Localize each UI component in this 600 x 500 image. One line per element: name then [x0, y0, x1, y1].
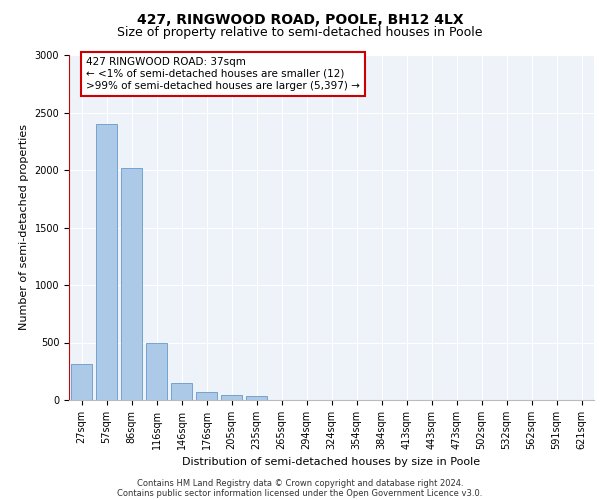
Bar	[96, 124, 117, 400]
Text: 427 RINGWOOD ROAD: 37sqm
← <1% of semi-detached houses are smaller (12)
>99% of : 427 RINGWOOD ROAD: 37sqm ← <1% of semi-d…	[86, 58, 360, 90]
X-axis label: Distribution of semi-detached houses by size in Poole: Distribution of semi-detached houses by …	[182, 458, 481, 468]
Text: 427, RINGWOOD ROAD, POOLE, BH12 4LX: 427, RINGWOOD ROAD, POOLE, BH12 4LX	[137, 12, 463, 26]
Text: Size of property relative to semi-detached houses in Poole: Size of property relative to semi-detach…	[117, 26, 483, 39]
Bar	[171, 384, 192, 400]
Bar	[221, 395, 242, 400]
Bar	[246, 396, 267, 400]
Text: Contains HM Land Registry data © Crown copyright and database right 2024.: Contains HM Land Registry data © Crown c…	[137, 478, 463, 488]
Text: Contains public sector information licensed under the Open Government Licence v3: Contains public sector information licen…	[118, 488, 482, 498]
Bar	[146, 343, 167, 400]
Y-axis label: Number of semi-detached properties: Number of semi-detached properties	[19, 124, 29, 330]
Bar	[71, 364, 92, 400]
Bar	[121, 168, 142, 400]
Bar	[196, 392, 217, 400]
